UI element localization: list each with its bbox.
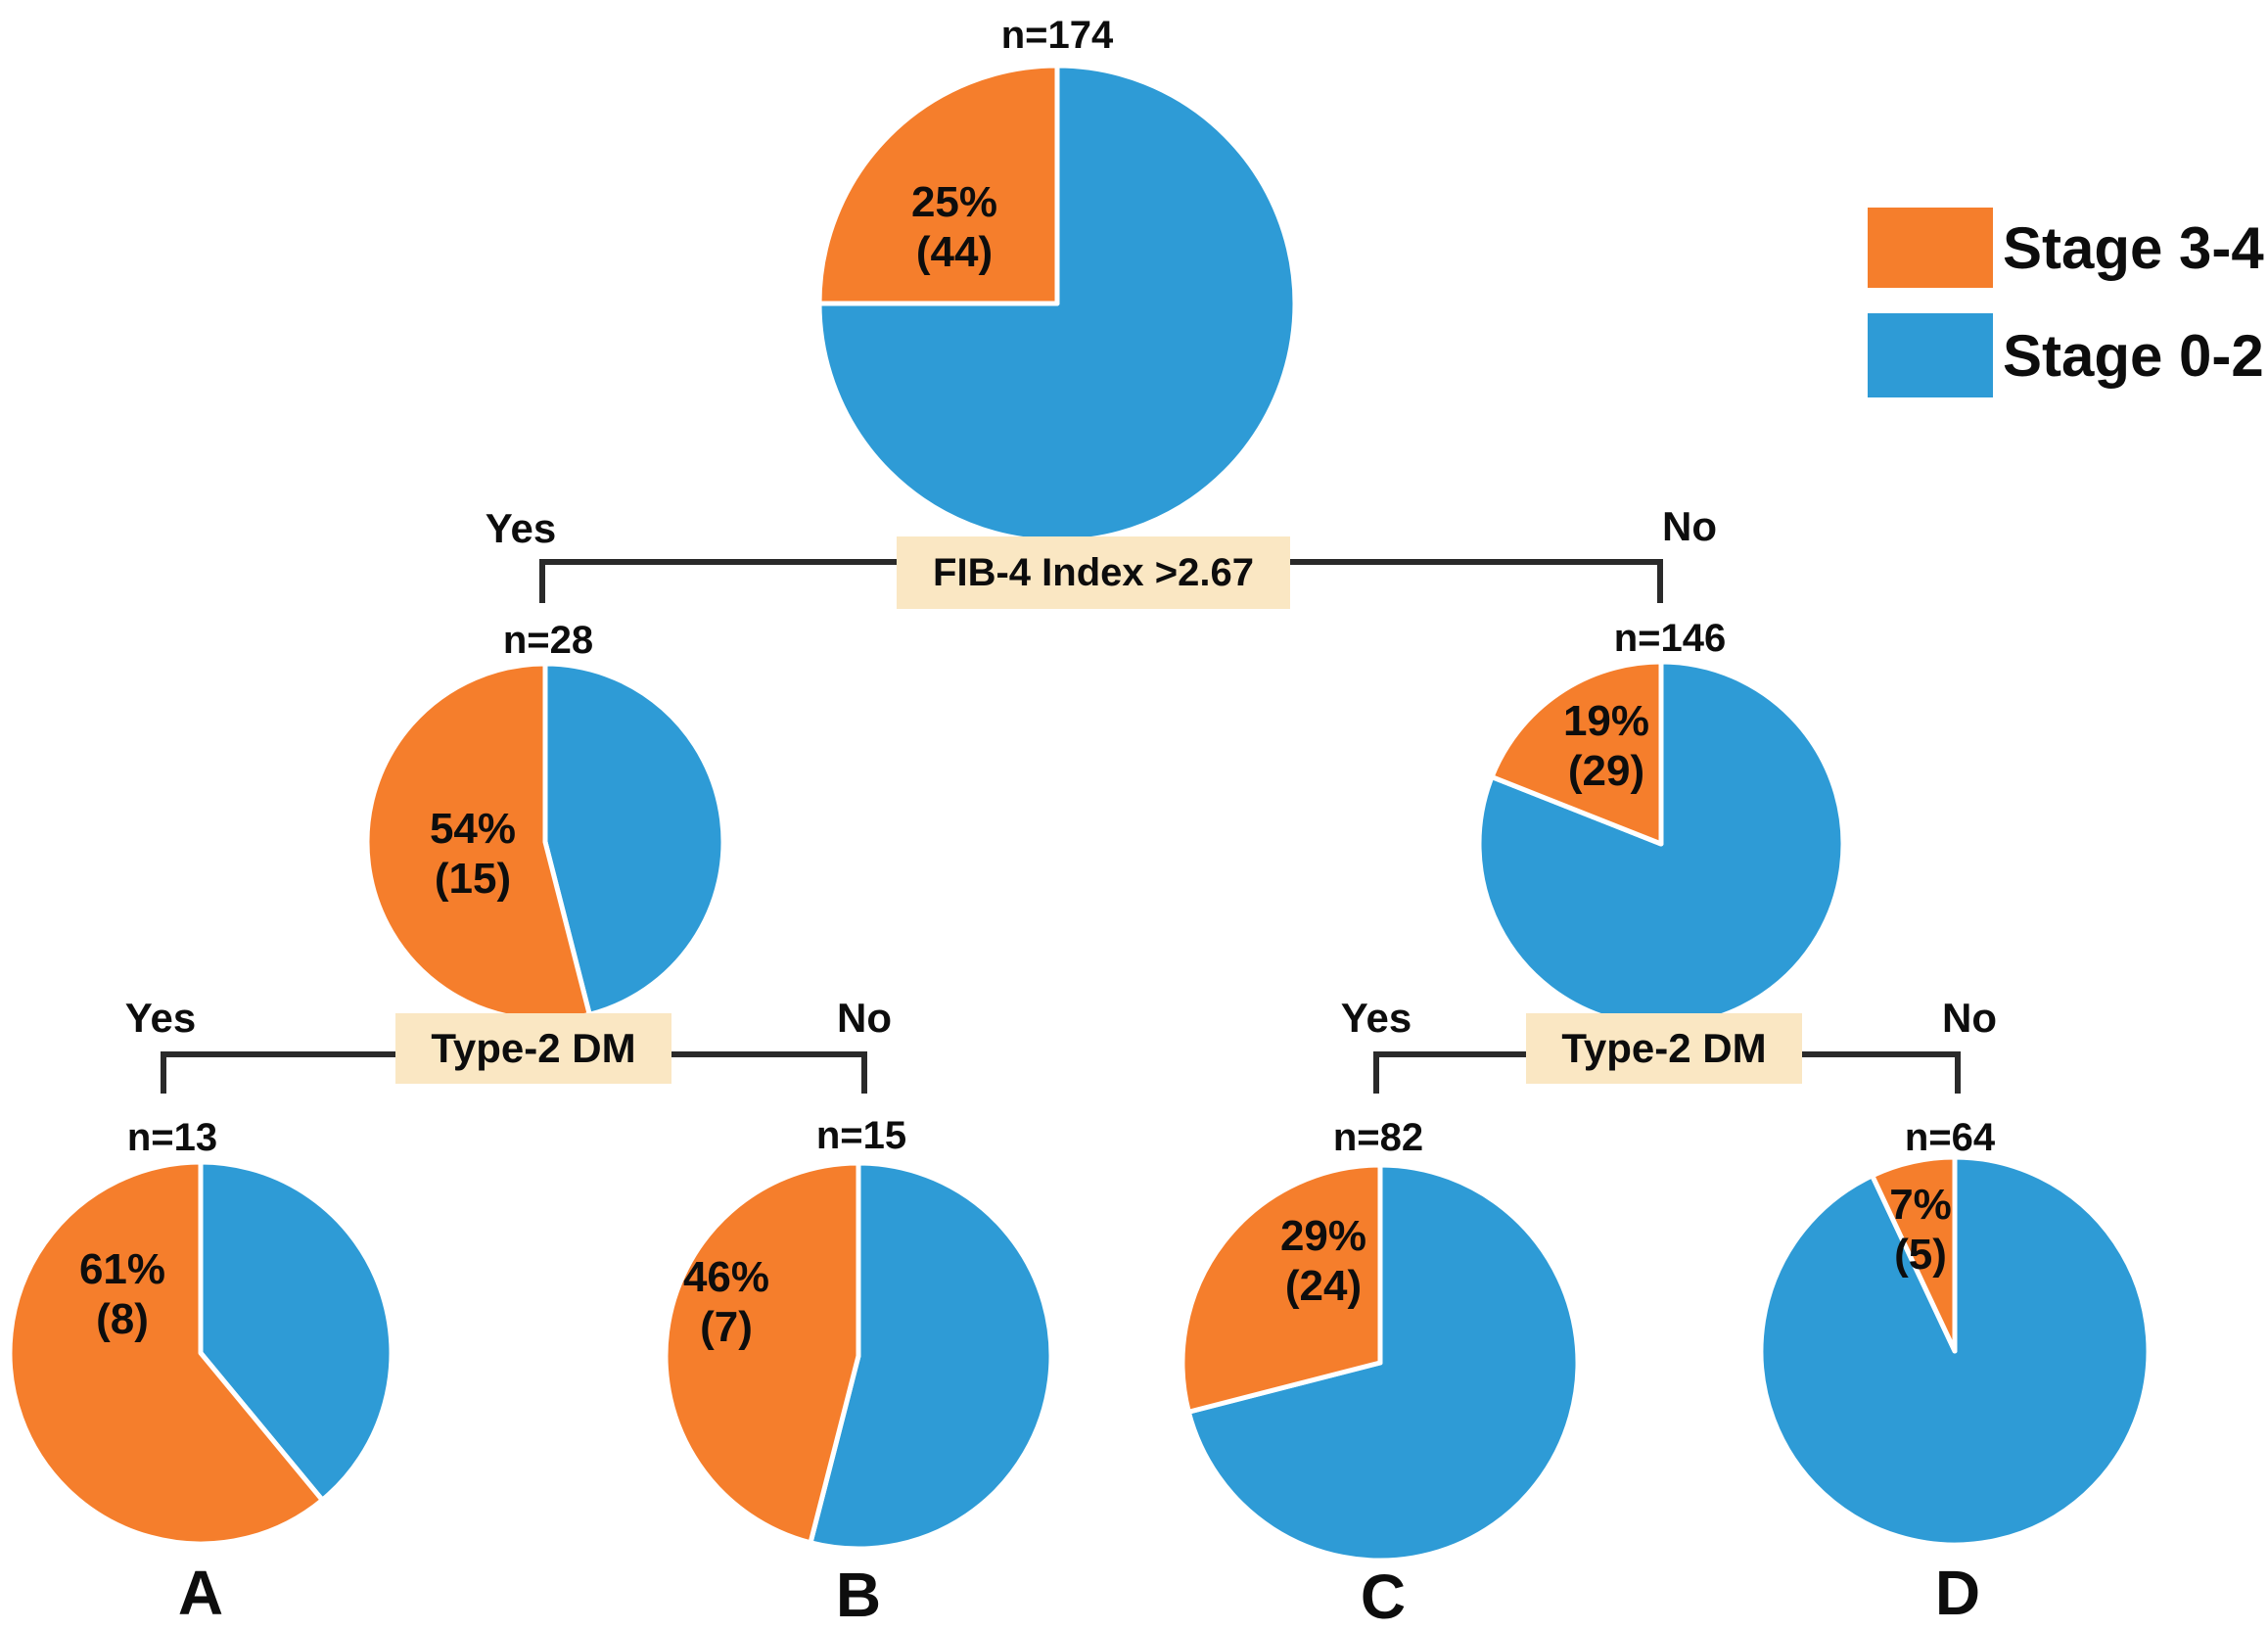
panel-letter-c: C [1360, 1561, 1407, 1631]
count-value: (5) [1894, 1231, 1947, 1279]
branch-label-no-dm-left: No [837, 995, 892, 1041]
panel-letter-a: A [177, 1558, 224, 1628]
pct-label-d: 7% (5) [1889, 1180, 1952, 1280]
branch-label-no-dm-right: No [1942, 995, 1997, 1041]
decision-box-fib4: FIB-4 Index >2.67 [897, 536, 1290, 609]
count-value: (24) [1284, 1262, 1363, 1310]
pct-label-c: 29% (24) [1280, 1211, 1366, 1311]
count-value: (44) [915, 228, 994, 276]
pct-value: 25% [910, 177, 998, 226]
legend-label-stage-3-4: Stage 3-4 [2003, 214, 2264, 281]
n-label-fib4-no: n=146 [1613, 617, 1727, 660]
legend-item-stage-0-2: Stage 0-2 [1868, 313, 2264, 397]
pct-label-b: 46% (7) [683, 1252, 769, 1352]
pct-value: 29% [1279, 1211, 1367, 1260]
decision-box-dm-right: Type-2 DM [1526, 1013, 1802, 1084]
count-value: (8) [96, 1295, 149, 1343]
legend-swatch-stage-0-2 [1868, 313, 1993, 397]
pct-value: 46% [682, 1252, 770, 1301]
pct-value: 19% [1562, 696, 1650, 745]
branch-label-no-fib4: No [1662, 503, 1717, 549]
panel-letter-d: D [1934, 1558, 1981, 1628]
pie-c-slice-stage-3-4 [1180, 1162, 1383, 1415]
legend: Stage 3-4 Stage 0-2 [1868, 208, 2264, 397]
pie-d-slice-stage-3-4 [1870, 1154, 1958, 1354]
count-value: (15) [434, 855, 512, 903]
n-label-d: n=64 [1904, 1116, 1996, 1159]
legend-item-stage-3-4: Stage 3-4 [1868, 208, 2264, 288]
pct-value: 61% [78, 1244, 166, 1293]
n-label-a: n=13 [126, 1116, 218, 1159]
pie-fib4_yes-slice-stage-0-2 [542, 661, 726, 1017]
n-label-c: n=82 [1332, 1116, 1424, 1159]
count-value: (7) [700, 1303, 753, 1351]
pct-label-a: 61% (8) [79, 1244, 165, 1344]
panel-letter-b: B [835, 1560, 882, 1630]
n-label-root: n=174 [1000, 14, 1114, 57]
n-label-fib4-yes: n=28 [502, 619, 594, 662]
count-value: (29) [1567, 747, 1645, 795]
pie-a-slice-stage-3-4 [7, 1159, 325, 1547]
branch-label-yes-dm-right: Yes [1340, 995, 1412, 1041]
pie-a-slice-stage-0-2 [198, 1159, 394, 1503]
pie-fib4_no-slice-stage-3-4 [1489, 659, 1664, 847]
decision-box-dm-left: Type-2 DM [395, 1013, 671, 1084]
pie-root-slice-stage-0-2 [816, 63, 1298, 544]
pct-label-fib4-yes: 54% (15) [430, 804, 516, 904]
pie-root-slice-stage-3-4 [816, 63, 1060, 306]
pct-label-root: 25% (44) [911, 177, 997, 277]
branch-label-yes-dm-left: Yes [124, 995, 197, 1041]
legend-label-stage-0-2: Stage 0-2 [2003, 322, 2264, 389]
pie-b-slice-stage-0-2 [808, 1160, 1054, 1552]
pct-value: 54% [429, 804, 517, 853]
pct-label-fib4-no: 19% (29) [1563, 696, 1649, 796]
legend-swatch-stage-3-4 [1868, 208, 1993, 288]
pie-c-slice-stage-0-2 [1185, 1162, 1581, 1563]
pct-value: 7% [1889, 1180, 1952, 1229]
branch-label-yes-fib4: Yes [485, 505, 557, 551]
pie-b-slice-stage-3-4 [663, 1160, 861, 1546]
n-label-b: n=15 [815, 1114, 907, 1157]
